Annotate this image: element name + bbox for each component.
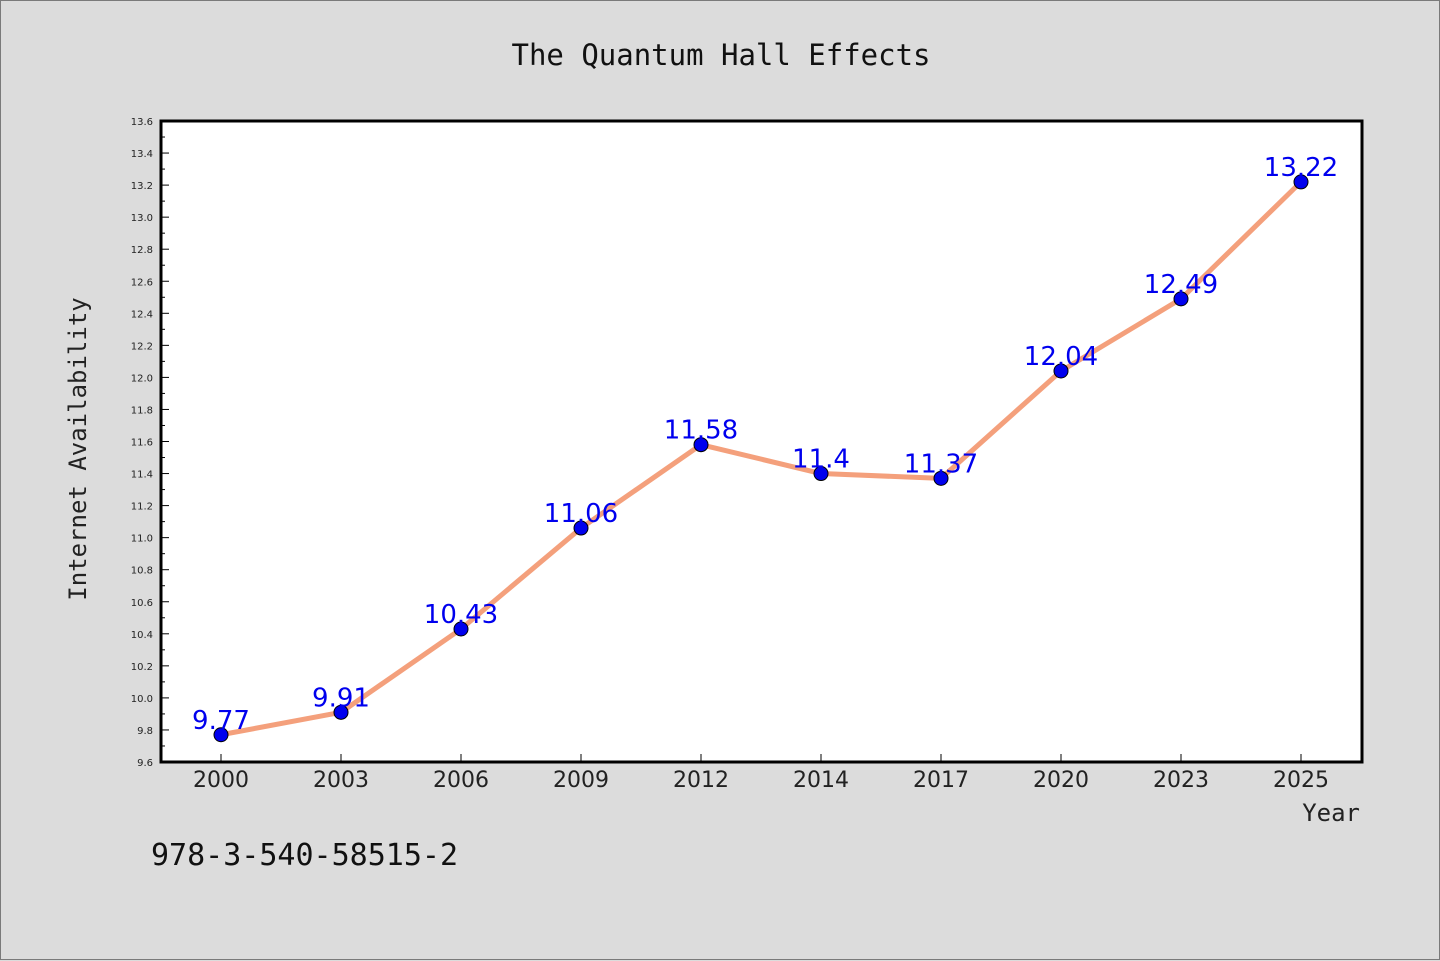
y-tick-label: 9.8 <box>137 726 153 737</box>
data-point <box>453 621 469 637</box>
data-label: 12.04 <box>1024 342 1098 372</box>
isbn-text: 978-3-540-58515-2 <box>151 838 458 873</box>
y-tick-label: 10.2 <box>131 662 153 673</box>
data-point <box>1053 363 1069 379</box>
data-label: 12.49 <box>1144 270 1218 300</box>
y-axis-ticks: 9.6 9.8 10.0 10.2 10.4 10.6 10.8 11.0 11.2 11.4 11… <box>131 117 169 769</box>
y-tick-label: 12.4 <box>131 309 153 320</box>
y-tick-label: 12.6 <box>131 277 153 288</box>
chart-title: The Quantum Hall Effects <box>511 38 930 72</box>
series-group <box>213 174 1309 743</box>
x-tick-label: 2025 <box>1273 768 1329 793</box>
data-label: 9.77 <box>192 706 250 736</box>
data-label: 11.4 <box>792 445 850 475</box>
y-tick-label: 12.8 <box>131 245 153 256</box>
x-tick-label: 2003 <box>313 768 369 793</box>
x-tick-label: 2009 <box>553 768 609 793</box>
y-tick-label: 10.4 <box>131 630 153 641</box>
data-point <box>1173 291 1189 307</box>
series-line <box>218 179 1304 738</box>
data-label: 11.37 <box>904 449 978 479</box>
data-point <box>813 466 829 482</box>
data-labels: 9.77 9.91 10.43 11.06 11.58 11.4 11.37 12.04 12.… <box>192 153 1338 736</box>
data-label: 13.22 <box>1264 153 1338 183</box>
data-point <box>1293 174 1309 190</box>
x-axis-label: Year <box>1302 799 1360 827</box>
y-tick-label: 10.0 <box>131 694 153 705</box>
data-point <box>693 437 709 453</box>
y-tick-label: 12.0 <box>131 373 153 384</box>
data-label: 11.06 <box>544 499 618 529</box>
y-tick-label: 12.2 <box>131 341 153 352</box>
y-tick-label: 11.2 <box>131 502 153 513</box>
y-tick-label: 13.4 <box>131 149 153 160</box>
x-tick-label: 2023 <box>1153 768 1209 793</box>
x-tick-label: 2014 <box>793 768 849 793</box>
data-label: 9.91 <box>312 683 370 713</box>
y-tick-label: 11.0 <box>131 534 153 545</box>
y-tick-label: 13.2 <box>131 181 153 192</box>
y-tick-label: 13.0 <box>131 213 153 224</box>
y-tick-label: 11.4 <box>131 470 153 481</box>
y-axis-label: Internet Availability <box>64 297 92 600</box>
x-tick-label: 2006 <box>433 768 489 793</box>
x-tick-label: 2000 <box>193 768 249 793</box>
data-label: 11.58 <box>664 416 738 446</box>
data-point <box>333 704 349 720</box>
data-point <box>213 727 229 743</box>
x-axis-ticks: 2000 2003 2006 2009 2012 2014 2017 2020 2023 2025 <box>193 754 1329 793</box>
y-tick-label: 10.6 <box>131 598 153 609</box>
y-tick-label: 10.8 <box>131 566 153 577</box>
data-label: 10.43 <box>424 600 498 630</box>
data-point <box>933 470 949 486</box>
x-tick-label: 2012 <box>673 768 729 793</box>
x-tick-label: 2020 <box>1033 768 1089 793</box>
y-tick-label: 9.6 <box>137 758 153 769</box>
plot-area <box>159 119 1364 764</box>
y-tick-label: 11.8 <box>131 405 153 416</box>
x-tick-label: 2017 <box>913 768 969 793</box>
y-tick-label: 13.6 <box>131 117 153 128</box>
data-point <box>573 520 589 536</box>
y-tick-label: 11.6 <box>131 438 153 449</box>
